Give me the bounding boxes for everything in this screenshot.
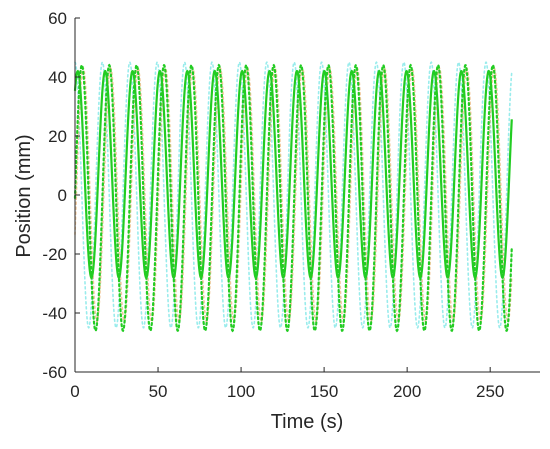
x-tick-label: 0 (70, 382, 79, 401)
y-tick-label: -20 (42, 245, 67, 264)
ticks-layer: 0 50 100 150 200 250 -60 -40 -20 0 20 40 60 (42, 9, 504, 401)
x-tick-label: 250 (476, 382, 504, 401)
series-line-3 (73, 63, 513, 333)
x-tick-label: 150 (310, 382, 338, 401)
series-line-4 (73, 69, 513, 280)
y-tick-label: 60 (48, 9, 67, 28)
y-tick-label: 40 (48, 68, 67, 87)
x-axis-label: Time (s) (271, 411, 344, 433)
x-tick-label: 50 (149, 382, 168, 401)
x-tick-label: 100 (227, 382, 255, 401)
y-tick-label: -40 (42, 304, 67, 323)
y-axis-label: Position (mm) (13, 134, 35, 257)
y-tick-label: -60 (42, 363, 67, 382)
y-tick-label: 0 (58, 186, 67, 205)
x-tick-label: 200 (393, 382, 421, 401)
series-layer (73, 61, 513, 333)
y-tick-label: 20 (48, 127, 67, 146)
